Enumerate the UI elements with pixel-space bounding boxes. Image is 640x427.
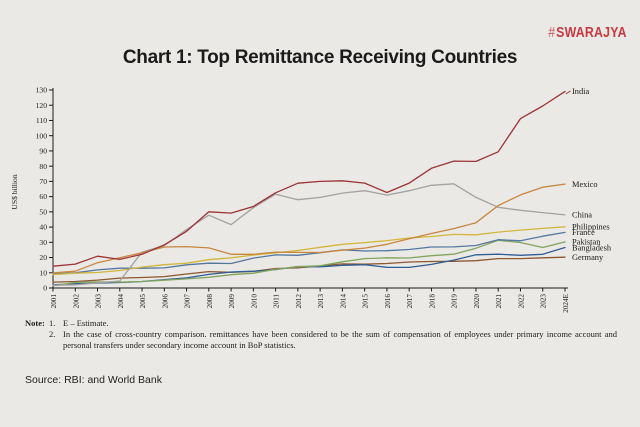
chart-title: Chart 1: Top Remittance Receiving Countr… bbox=[122, 47, 518, 68]
series-label-germany: Germany bbox=[572, 253, 604, 262]
line-china bbox=[52, 183, 566, 286]
logo-hash-icon: # bbox=[548, 24, 556, 41]
notes-label: Note: bbox=[25, 318, 45, 328]
y-tick-label: 80 bbox=[39, 162, 47, 171]
x-tick-label: 2011 bbox=[273, 294, 281, 309]
series-label-pakistan: Pakistan bbox=[572, 238, 601, 247]
y-tick-label: 30 bbox=[39, 238, 47, 247]
series-label-philippines: Philippines bbox=[572, 223, 610, 232]
notes-block: Note: 1. E – Estimate. 2. In the case of… bbox=[25, 318, 617, 352]
x-tick-label: 2001 bbox=[50, 294, 58, 309]
x-tick-label: 2023 bbox=[540, 294, 548, 309]
note-number: 2. bbox=[49, 329, 56, 340]
note-text: E – Estimate. bbox=[63, 318, 109, 328]
x-tick-label: 2002 bbox=[72, 294, 80, 309]
remittance-line-chart: 0 10 20 30 40 50 60 70 80 90 100 110 120 130 US$ billi… bbox=[0, 82, 640, 318]
x-tick-label: 2014 bbox=[339, 294, 347, 309]
y-tick-label: 90 bbox=[39, 147, 47, 156]
line-germany bbox=[52, 256, 566, 283]
x-tick-label: 2015 bbox=[362, 294, 370, 309]
x-tick-label: 2022 bbox=[517, 294, 525, 309]
x-tick-label: 2009 bbox=[228, 294, 236, 309]
note-item-2: 2. In the case of cross-country comparis… bbox=[49, 329, 617, 351]
x-tick-label: 2018 bbox=[428, 294, 436, 309]
line-india bbox=[52, 90, 566, 267]
x-tick-label: 2012 bbox=[295, 294, 303, 309]
note-item-1: 1. E – Estimate. bbox=[49, 318, 617, 329]
series-label-india: India bbox=[572, 87, 589, 96]
source-line: Source: RBI: and World Bank bbox=[25, 374, 162, 386]
x-tick-label: 2005 bbox=[139, 294, 147, 309]
x-tick-label: 2024E bbox=[562, 293, 570, 312]
logo-text: SWARAJYA bbox=[556, 24, 627, 41]
y-tick-label: 130 bbox=[36, 86, 48, 95]
x-tick-label: 2006 bbox=[161, 294, 169, 309]
x-tick-label: 2007 bbox=[184, 294, 192, 309]
y-tick-label: 120 bbox=[36, 101, 48, 110]
note-text: In the case of cross-country comparison.… bbox=[63, 329, 617, 351]
india-label-leader bbox=[565, 90, 571, 95]
y-tick-label: 40 bbox=[39, 223, 47, 232]
line-pakistan bbox=[52, 239, 566, 287]
series-label-bangladesh: Bangladesh bbox=[572, 243, 612, 252]
y-tick-label: 20 bbox=[39, 253, 47, 262]
x-tick-label: 2017 bbox=[406, 294, 414, 309]
y-tick-label: 70 bbox=[39, 177, 47, 186]
x-tick-label: 2016 bbox=[384, 294, 392, 309]
x-tick-label: 2010 bbox=[250, 294, 258, 309]
swarajya-logo: #SWARAJYA bbox=[549, 24, 627, 41]
line-mexico bbox=[52, 183, 566, 274]
series-label-mexico: Mexico bbox=[572, 180, 598, 189]
y-tick-label: 60 bbox=[39, 192, 47, 201]
x-tick-label: 2013 bbox=[317, 294, 325, 309]
line-philippines bbox=[52, 226, 566, 276]
y-tick-label: 0 bbox=[43, 284, 47, 293]
series-label-france: France bbox=[572, 228, 595, 237]
x-tick-label: 2019 bbox=[451, 294, 459, 309]
y-tick-label: 10 bbox=[39, 268, 47, 277]
chart-canvas: 0 10 20 30 40 50 60 70 80 90 100 110 120 130 US$ billi… bbox=[10, 86, 612, 313]
y-tick-label: 50 bbox=[39, 207, 47, 216]
note-number: 1. bbox=[49, 318, 56, 328]
x-tick-label: 2020 bbox=[473, 294, 481, 309]
x-tick-label: 2003 bbox=[95, 294, 103, 309]
x-tick-label: 2004 bbox=[117, 294, 125, 309]
series-label-china: China bbox=[572, 211, 592, 220]
x-tick-label: 2021 bbox=[495, 294, 503, 309]
x-tick-label: 2008 bbox=[206, 294, 214, 309]
y-axis-label: US$ billion bbox=[10, 174, 19, 209]
y-tick-label: 110 bbox=[36, 116, 47, 125]
y-tick-label: 100 bbox=[36, 131, 48, 140]
